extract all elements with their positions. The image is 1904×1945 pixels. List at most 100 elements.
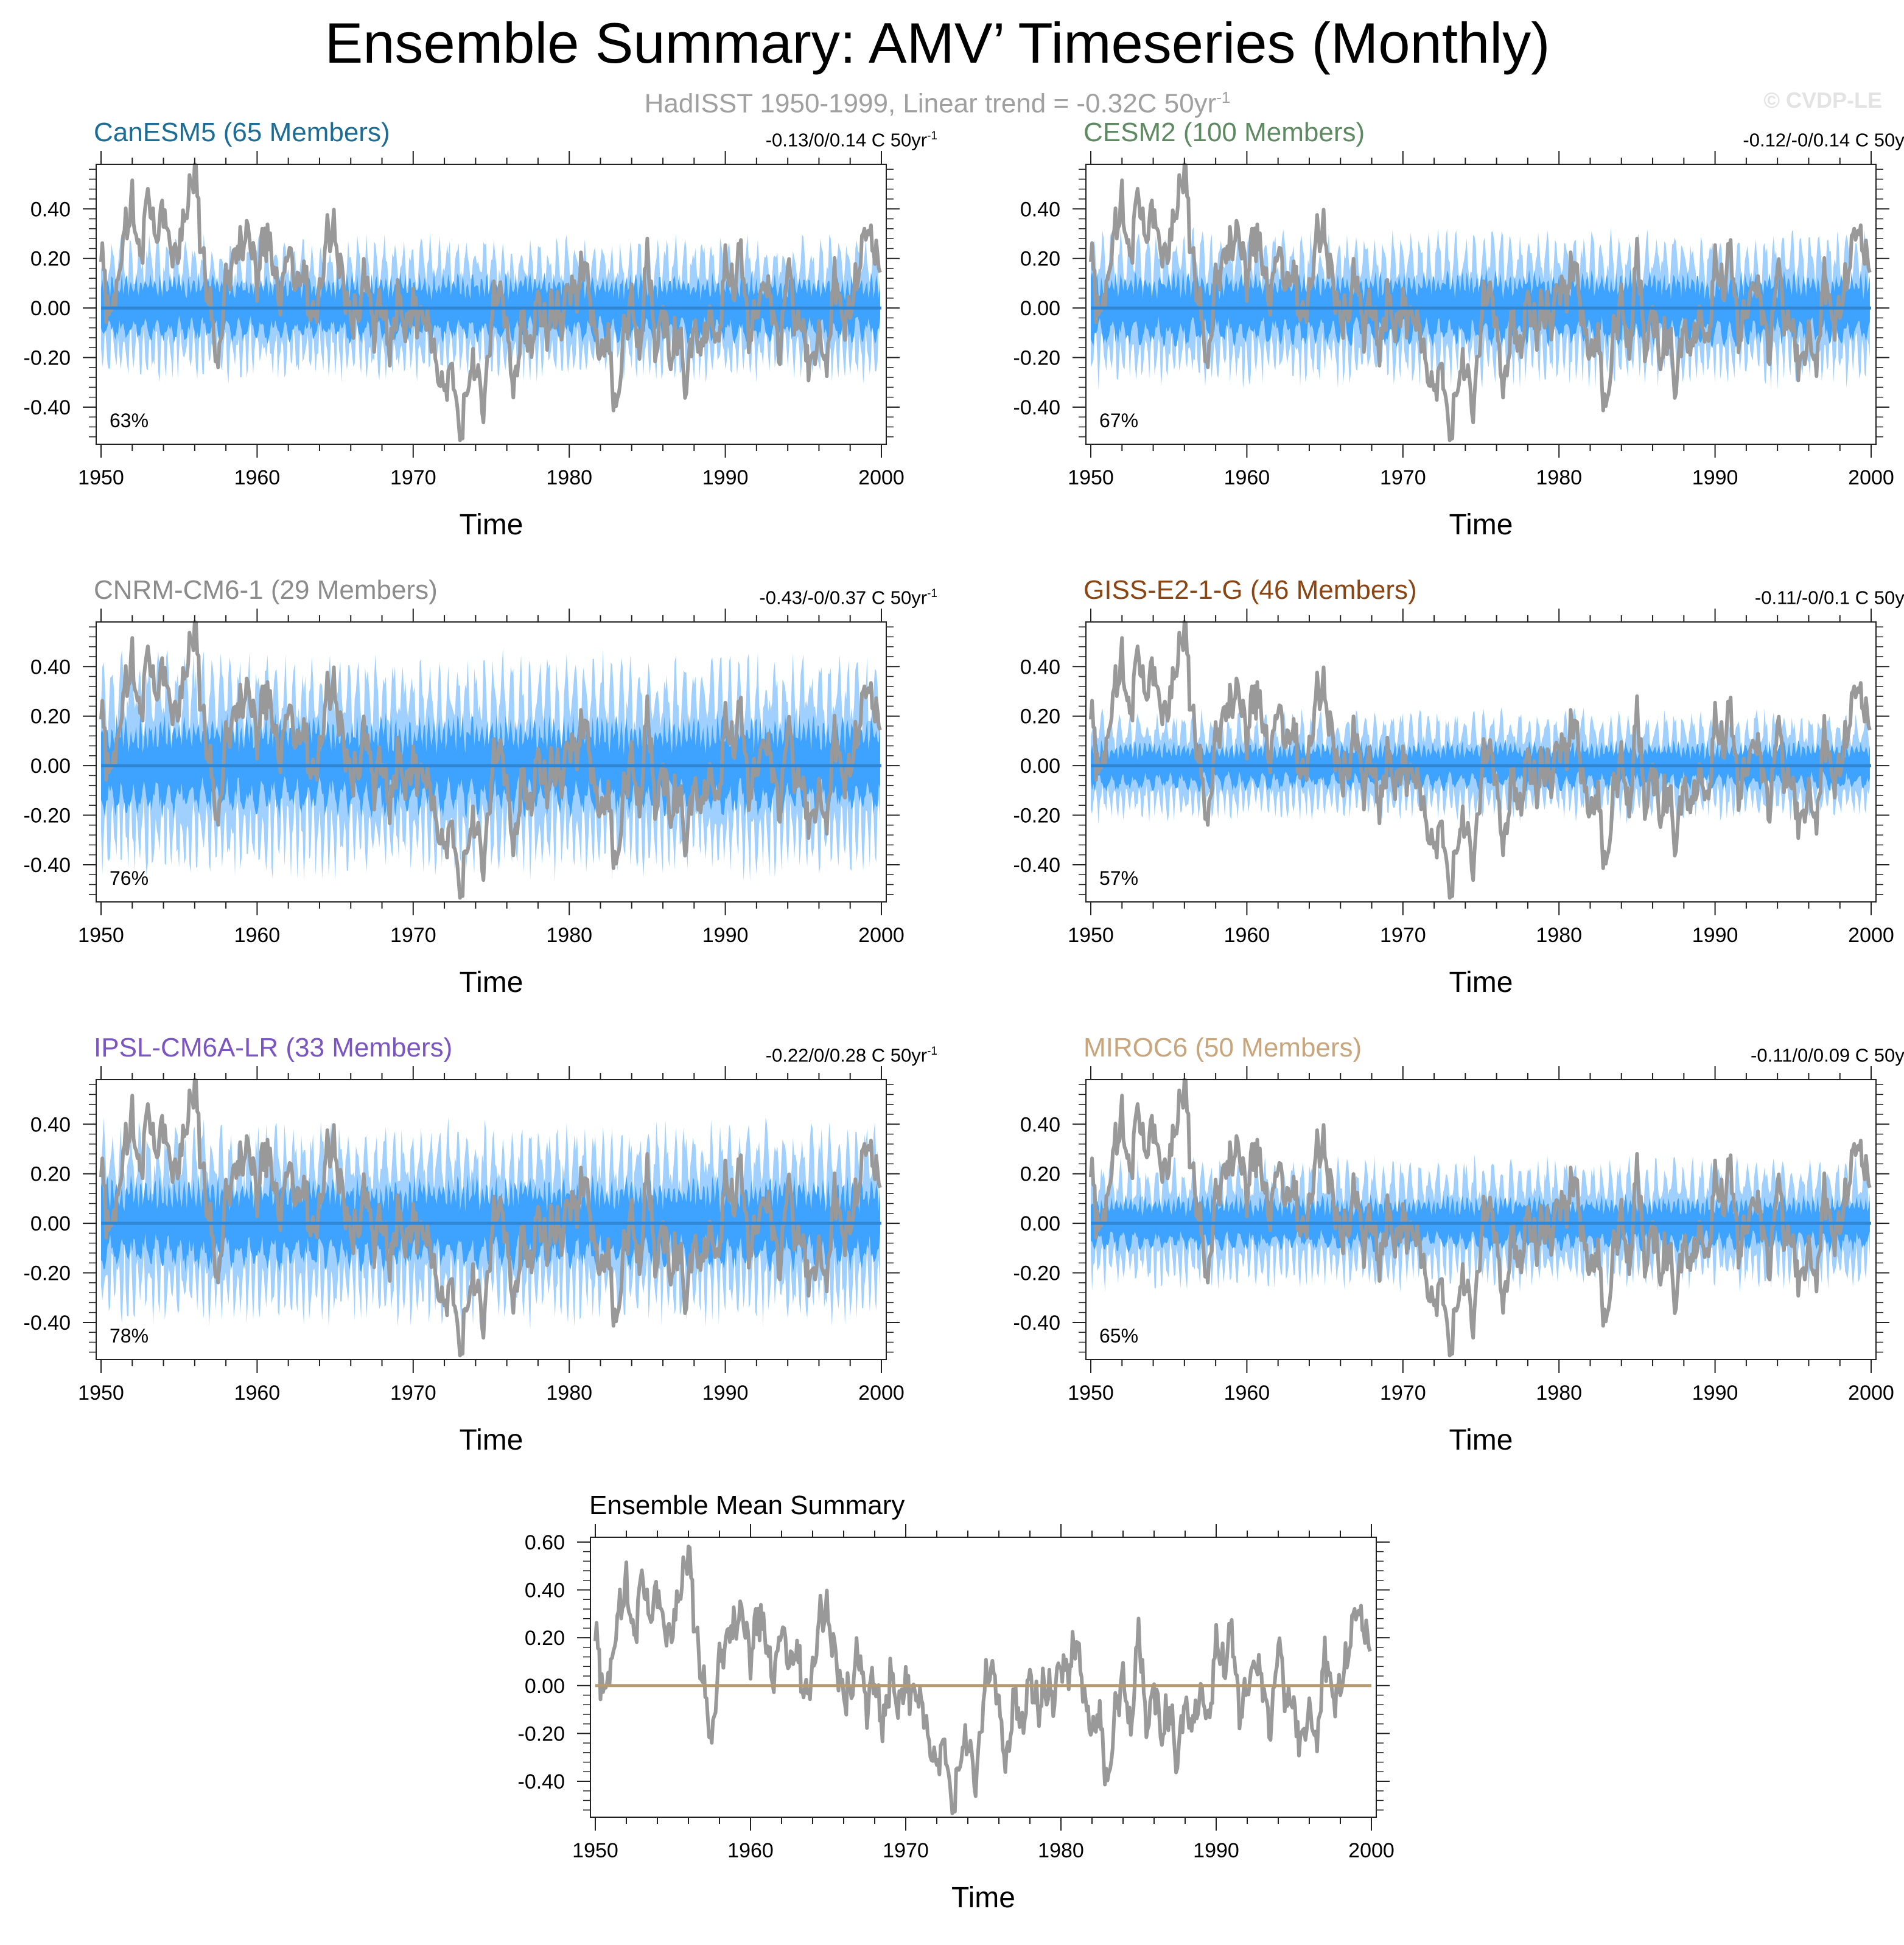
y-tick-label: 0.40 bbox=[525, 1579, 565, 1602]
x-tick-label: 2000 bbox=[1848, 924, 1894, 947]
trend-text: -0.43/-0/0.37 C 50yr bbox=[759, 587, 928, 609]
y-tick-label: 0.20 bbox=[30, 705, 71, 728]
panel-cesm2: CESM2 (100 Members) -0.12/-0/0.14 C 50yr… bbox=[990, 116, 1904, 566]
y-tick-label: -0.40 bbox=[1013, 1311, 1061, 1335]
y-tick-label: 0.20 bbox=[1020, 1163, 1060, 1186]
panel-title: CESM2 (100 Members) bbox=[1083, 117, 1365, 147]
x-tick-label: 1980 bbox=[1038, 1839, 1084, 1862]
observed-series-line bbox=[1089, 1078, 1872, 1358]
y-tick-label: -0.40 bbox=[24, 854, 71, 877]
x-tick-label: 1980 bbox=[546, 1381, 592, 1405]
x-tick-label: 1980 bbox=[546, 924, 592, 947]
y-tick-label: -0.20 bbox=[24, 1262, 71, 1285]
x-tick-label: 1990 bbox=[702, 466, 749, 489]
x-tick-label: 2000 bbox=[1348, 1839, 1395, 1862]
x-axis-label: Time bbox=[460, 966, 523, 999]
panel-giss-e2-1-g: GISS-E2-1-G (46 Members) -0.11/-0/0.1 C … bbox=[990, 573, 1904, 1024]
panel-title: MIROC6 (50 Members) bbox=[1083, 1033, 1362, 1063]
y-tick-label: 0.40 bbox=[1020, 1113, 1060, 1136]
x-tick-label: 1990 bbox=[1692, 1381, 1738, 1405]
panel-trend: -0.11/0/0.09 C 50yr-1 bbox=[1751, 1039, 1904, 1067]
panel-title: Ensemble Mean Summary bbox=[589, 1490, 905, 1520]
panel-title: CNRM-CM6-1 (29 Members) bbox=[94, 575, 438, 605]
x-tick-label: 2000 bbox=[1848, 466, 1894, 489]
y-tick-label: 0.20 bbox=[1020, 705, 1060, 728]
y-tick-label: 0.00 bbox=[30, 755, 71, 778]
percent-annotation: 65% bbox=[1099, 1325, 1138, 1347]
x-axis-label: Time bbox=[951, 1882, 1015, 1914]
panel-title: IPSL-CM6A-LR (33 Members) bbox=[94, 1033, 453, 1063]
trend-text: -0.11/-0/0.1 C 50yr bbox=[1754, 587, 1904, 609]
observed-series-line bbox=[99, 162, 882, 442]
x-tick-label: 1970 bbox=[1380, 1381, 1426, 1405]
plot-frame bbox=[96, 1079, 887, 1360]
panel-trend: -0.12/-0/0.14 C 50yr-1 bbox=[1743, 124, 1904, 152]
percent-annotation: 76% bbox=[110, 867, 149, 889]
trend-text: -0.12/-0/0.14 C 50yr bbox=[1743, 129, 1904, 151]
y-tick-label: -0.20 bbox=[1013, 805, 1061, 828]
panel-chart: 1950 1960 1970 1980 1990 2000 0.40 0.20 0.00 -0.2… bbox=[1013, 609, 1894, 999]
y-tick-label: -0.20 bbox=[24, 347, 71, 370]
panel-miroc6: MIROC6 (50 Members) -0.11/0/0.09 C 50yr-… bbox=[990, 1031, 1904, 1481]
y-tick-label: -0.40 bbox=[1013, 854, 1061, 877]
x-tick-label: 1960 bbox=[1224, 924, 1270, 947]
y-tick-label: 0.40 bbox=[30, 655, 71, 679]
y-tick-label: 0.00 bbox=[1020, 297, 1060, 320]
x-axis-label: Time bbox=[460, 1424, 523, 1456]
x-tick-label: 1950 bbox=[1068, 924, 1114, 947]
panel-title: GISS-E2-1-G (46 Members) bbox=[1083, 575, 1417, 605]
y-tick-label: 0.20 bbox=[30, 1163, 71, 1186]
trend-text: -0.13/0/0.14 C 50yr bbox=[765, 129, 928, 151]
y-tick-label: 0.20 bbox=[1020, 248, 1060, 271]
y-tick-label: 0.00 bbox=[30, 1212, 71, 1235]
x-tick-label: 2000 bbox=[858, 924, 905, 947]
x-tick-label: 1960 bbox=[1224, 466, 1270, 489]
panel-ipsl-cm6a-lr: IPSL-CM6A-LR (33 Members) -0.22/0/0.28 C… bbox=[0, 1031, 938, 1481]
x-tick-label: 1990 bbox=[1692, 466, 1738, 489]
y-tick-label: -0.20 bbox=[24, 805, 71, 828]
observed-series-line bbox=[1089, 162, 1872, 442]
observed-series-line bbox=[99, 620, 882, 900]
plot-frame bbox=[96, 621, 887, 903]
percent-annotation: 57% bbox=[1099, 867, 1138, 889]
x-tick-label: 1970 bbox=[1380, 466, 1426, 489]
percent-annotation: 67% bbox=[1099, 410, 1138, 431]
panel-trend: -0.43/-0/0.37 C 50yr-1 bbox=[759, 582, 937, 610]
percent-annotation: 78% bbox=[110, 1325, 149, 1347]
panel-canesm5: CanESM5 (65 Members) -0.13/0/0.14 C 50yr… bbox=[0, 116, 938, 566]
panel-chart: 1950 1960 1970 1980 1990 2000 0.60 0.40 0.20 0.00… bbox=[518, 1524, 1395, 1914]
x-tick-label: 1970 bbox=[883, 1839, 929, 1862]
figure-title: Ensemble Summary: AMV’ Timeseries (Month… bbox=[324, 11, 1550, 75]
x-tick-label: 1980 bbox=[546, 466, 592, 489]
plot-frame bbox=[1085, 1079, 1877, 1360]
x-axis-label: Time bbox=[1449, 966, 1513, 999]
x-tick-label: 1970 bbox=[1380, 924, 1426, 947]
observed-series-line bbox=[593, 1545, 1372, 1815]
subtitle-text: HadISST 1950-1999, Linear trend = -0.32C… bbox=[644, 88, 1217, 119]
y-tick-label: 0.20 bbox=[30, 248, 71, 271]
x-tick-label: 1990 bbox=[702, 1381, 749, 1405]
y-tick-label: -0.20 bbox=[1013, 347, 1061, 370]
plot-frame bbox=[590, 1537, 1377, 1818]
plot-frame bbox=[96, 164, 887, 445]
x-tick-label: 1970 bbox=[390, 466, 436, 489]
x-tick-label: 2000 bbox=[1848, 1381, 1894, 1405]
figure-subtitle: HadISST 1950-1999, Linear trend = -0.32C… bbox=[0, 80, 1875, 121]
x-tick-label: 1950 bbox=[78, 924, 124, 947]
y-tick-label: 0.40 bbox=[1020, 198, 1060, 221]
y-tick-label: -0.40 bbox=[1013, 396, 1061, 419]
trend-exponent: -1 bbox=[927, 130, 937, 142]
panel-chart: 1950 1960 1970 1980 1990 2000 0.40 0.20 0.00 -0.2… bbox=[24, 151, 905, 541]
x-tick-label: 1950 bbox=[78, 1381, 124, 1405]
x-tick-label: 1970 bbox=[390, 924, 436, 947]
trend-exponent: -1 bbox=[927, 587, 937, 600]
x-tick-label: 1990 bbox=[702, 924, 749, 947]
plot-frame bbox=[1085, 621, 1877, 903]
x-tick-label: 1960 bbox=[234, 924, 281, 947]
y-tick-label: 0.40 bbox=[30, 198, 71, 221]
x-axis-label: Time bbox=[460, 509, 523, 541]
y-tick-label: -0.20 bbox=[518, 1722, 565, 1745]
panel-trend: -0.13/0/0.14 C 50yr-1 bbox=[766, 124, 937, 152]
panel-title: CanESM5 (65 Members) bbox=[94, 117, 390, 147]
x-tick-label: 1950 bbox=[1068, 466, 1114, 489]
